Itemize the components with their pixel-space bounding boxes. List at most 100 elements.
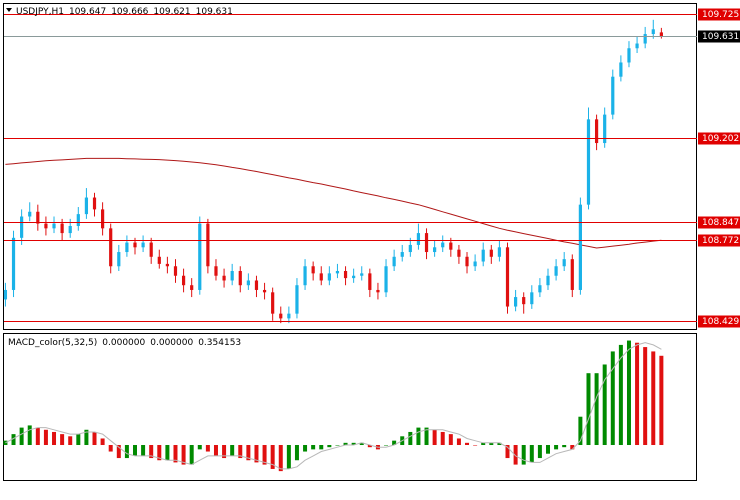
macd-bar [254,445,259,463]
candle-body [627,48,631,63]
symbol-header: USDJPY,H1 109.647 109.666 109.621 109.631 [16,7,233,17]
candle-body [514,297,518,307]
candle-body [400,252,404,257]
macd-bar [84,429,89,446]
candle-body [230,270,234,281]
macd-bar [68,436,73,446]
candle-body [44,223,48,229]
level-label: 108.847 [702,218,739,228]
candle-body [368,273,372,290]
candle-body [246,280,250,286]
candle-body [416,233,421,245]
candle-body [36,211,40,224]
candle-body [562,259,566,267]
candle-body [287,313,291,319]
main-layer [3,14,697,472]
macd-bar [327,445,332,448]
candle-body [441,242,445,248]
macd-bar [311,445,316,450]
candle-body [433,247,437,253]
macd-bar [424,427,429,446]
macd-bar [659,355,664,446]
macd-bar [594,373,599,446]
current-price-box [698,30,740,43]
candle-body [570,259,574,290]
candle-body [238,270,242,286]
candle-body [109,228,113,267]
candle-body [327,273,331,281]
macd-bar [181,445,186,465]
macd-bar [610,351,615,446]
candle-body [254,280,259,290]
macd-bar [335,445,340,446]
macd-bar [578,416,583,446]
candle-body [643,34,647,44]
level-label: 108.772 [702,236,739,246]
candle-body [505,247,510,307]
macd-bar [141,445,146,456]
macd-bar [562,445,567,448]
macd-bar [100,438,105,446]
candle-body [457,249,461,257]
macd-bar [448,434,453,446]
header-arrow [6,8,12,12]
ohlc-high: 109.666 [111,7,148,17]
candle-body [481,249,485,262]
indicator-panel [3,333,697,481]
candle-body [68,225,72,234]
macd-bar [537,445,542,459]
macd-bar [165,445,170,461]
candle-body [343,270,348,279]
macd-bar [408,431,413,446]
candle-body [198,223,202,290]
candle-body [603,114,607,144]
candle-body [214,266,218,276]
candle-body [84,197,89,215]
candle-body [611,76,615,115]
candle-body [594,119,599,144]
macd-bar [230,445,235,456]
macd-bar [359,442,364,446]
candle-body [181,275,186,286]
macd-bar [440,431,445,446]
candle-body [449,242,453,250]
candle-body [424,233,429,253]
price-panel [3,3,697,330]
macd-bar [513,445,518,465]
candle-body [311,266,315,274]
candle-body [497,247,502,257]
macd-bar [586,373,591,446]
current-price-label: 109.631 [702,32,739,42]
macd-bar [384,445,389,446]
candle-body [28,211,32,217]
candle-body [117,252,121,267]
candle-body [619,62,623,77]
macd-bar [52,431,57,446]
macd-bar [545,445,550,454]
ohlc-close: 109.631 [196,7,233,17]
candle-body [206,223,210,267]
macd-bar [246,445,251,461]
macd-bar [432,429,437,446]
macd-bar [481,442,486,446]
level-label: 108.429 [702,317,739,327]
candle-body [52,223,56,229]
macd-bar [456,438,461,446]
indicator-name: MACD_color(5,32,5) [8,338,97,348]
candle-body [651,29,655,35]
macd-bar [35,427,40,446]
macd-bar [303,445,308,452]
macd-bar [132,445,137,456]
macd-bar [205,445,210,452]
macd-bar [27,425,32,446]
macd-bar [157,445,162,461]
candle-body [392,256,396,267]
macd-bar [60,434,65,446]
candle-body [376,289,380,293]
candle-body [489,249,493,257]
signal-line [5,342,662,470]
macd-bar [149,445,154,459]
level-label-box [698,315,740,328]
candle-body [222,275,226,281]
candle-body [578,204,582,290]
